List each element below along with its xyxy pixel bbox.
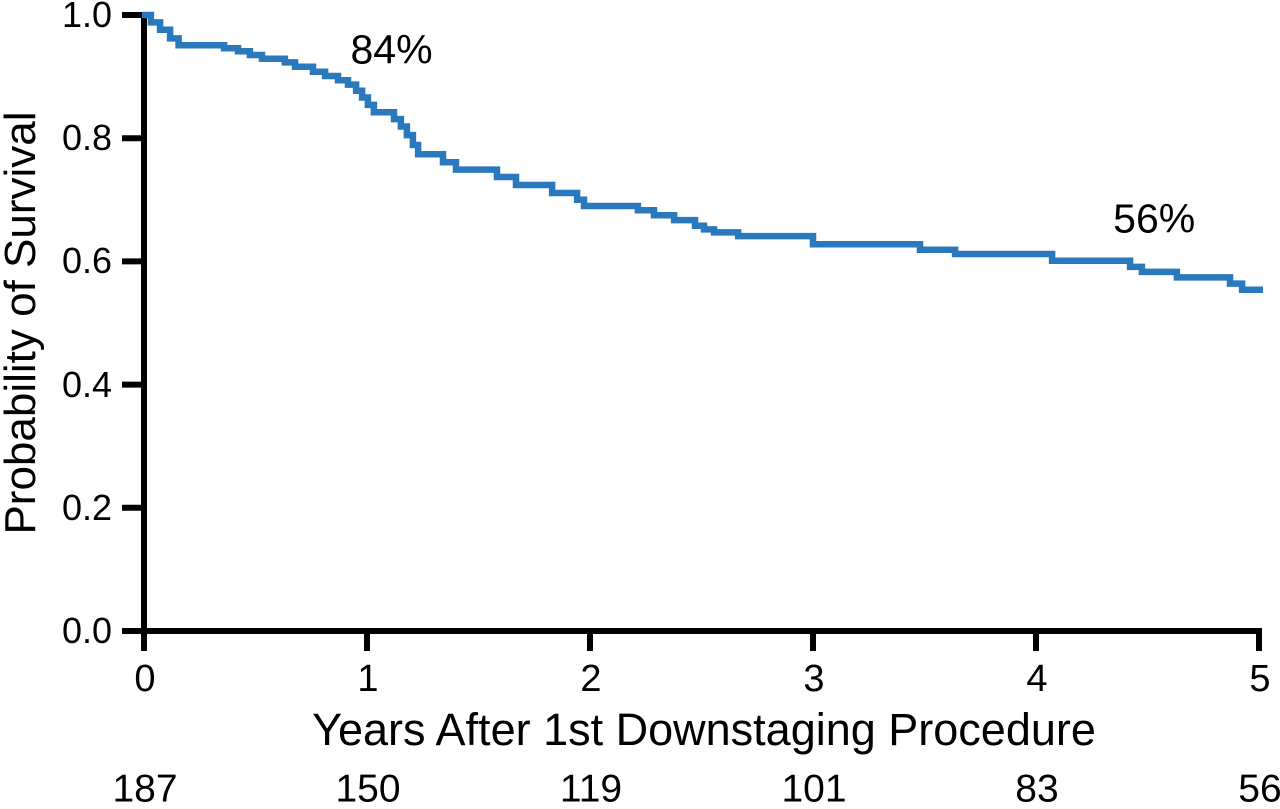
y-tick-label: 0.4 [61,363,112,405]
x-tick-label: 5 [1249,658,1271,700]
x-tick-label: 2 [580,658,602,700]
axes [122,12,1262,651]
number-at-risk: 56 [1238,767,1280,809]
survival-curve [142,11,1263,293]
x-tick-label: 1 [357,658,379,700]
y-tick-label: 0.0 [61,610,112,651]
x-axis-title: Years After 1st Downstaging Procedure [312,704,1096,755]
x-tick-label: 0 [134,658,156,700]
x-tick-label: 3 [803,658,825,700]
number-at-risk: 119 [559,767,623,809]
y-axis-title: Probability of Survival [0,111,45,535]
number-at-risk: 150 [335,767,401,809]
y-tick-label: 0.2 [61,486,112,528]
y-tick-label: 0.8 [61,117,112,159]
survival-percent-annotation: 56% [1113,195,1196,242]
number-at-risk: 187 [112,767,178,809]
survival-step-line [142,11,1263,293]
number-at-risk: 101 [781,767,847,809]
number-at-risk: 83 [1015,767,1059,809]
x-tick-label: 4 [1026,658,1048,700]
y-tick-label: 0.6 [61,240,112,282]
y-tick-label: 1.0 [61,0,112,35]
survival-percent-annotation: 84% [350,26,433,73]
